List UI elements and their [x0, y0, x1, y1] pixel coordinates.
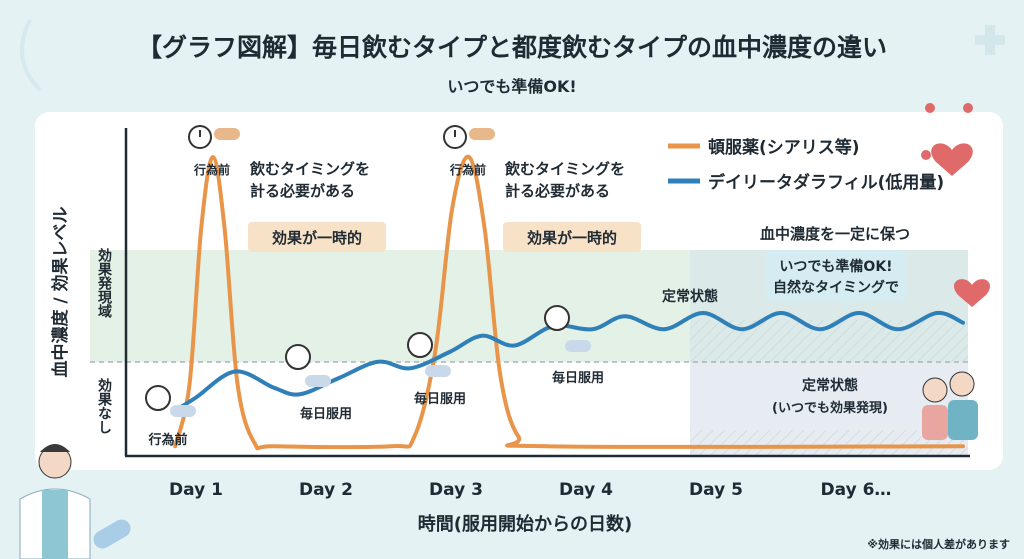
clock-pill-icon [544, 305, 591, 352]
couple-illustration [922, 371, 978, 440]
label-before-act-1: 行為前 [193, 162, 230, 177]
doctor-illustration [19, 444, 131, 559]
callout-timing-1b: 計る必要がある [250, 182, 355, 200]
label-before-act-2: 行為前 [449, 162, 486, 177]
callout-timing-2a: 飲むタイミングを [504, 160, 625, 178]
x-tick-label: Day 1 [169, 480, 223, 500]
legend-label-ondemand: 頓服薬(シアリス等) [708, 137, 860, 158]
x-tick-label: Day 6… [821, 480, 892, 500]
clock-pill-icon [407, 332, 451, 377]
callout-timing-2b: 計る必要がある [505, 182, 610, 200]
callout-timing-1a: 飲むタイミングを [249, 160, 370, 178]
callout-temporary-1: 効果が一時的 [272, 229, 362, 247]
x-tick-label: Day 5 [689, 480, 743, 500]
annotations: 行為前 飲むタイミングを 計る必要がある 効果が一時的 行為前 飲むタイミングを… [19, 103, 991, 559]
callout-temporary-2: 効果が一時的 [527, 229, 617, 247]
temporary-box-1 [248, 222, 386, 252]
clock-pill-icon [443, 125, 495, 149]
label-keep-constant: 血中濃度を一定に保つ [760, 225, 910, 243]
band-label-no-effect: 効果なし [96, 377, 113, 434]
speech-bubble [766, 250, 906, 310]
clock-pill-icon [188, 125, 240, 149]
steady-hatch-lower [690, 430, 968, 455]
legend: 頓服薬(シアリス等) デイリータダラフィル(低用量) [668, 137, 944, 193]
series-line-ondemand [173, 154, 965, 451]
page-subtitle: いつでも準備OK! [447, 77, 576, 96]
bubble-line-2: 自然なタイミングで [773, 279, 899, 296]
page-title: 【グラフ図解】毎日飲むタイプと都度飲むタイプの血中濃度の違い [137, 33, 887, 62]
x-axis-label: 時間(服用開始からの日数) [418, 513, 632, 535]
footnote: ※効果には個人差があります [867, 537, 1010, 551]
x-tick-label: Day 3 [429, 480, 483, 500]
label-before-act-3: 行為前 [147, 432, 187, 448]
x-tick-label: Day 4 [559, 480, 613, 500]
y-axis-label: 血中濃度 / 効果レベル [50, 206, 71, 377]
hearts-icon [921, 103, 991, 307]
label-daily-1: 毎日服用 [300, 406, 352, 422]
band-label-effect: 効果発現域 [96, 247, 113, 319]
label-steady-lower-2: (いつでも効果発現) [772, 400, 888, 416]
label-steady-upper: 定常状態 [662, 288, 718, 305]
label-daily-3: 毎日服用 [552, 370, 604, 386]
label-daily-2: 毎日服用 [414, 391, 466, 407]
background-decor [20, 19, 1005, 92]
clock-pill-icon [145, 385, 196, 417]
label-steady-lower-1: 定常状態 [802, 377, 858, 394]
bubble-line-1: いつでも準備OK! [779, 258, 892, 275]
x-tick-label: Day 2 [299, 480, 353, 500]
temporary-box-2 [503, 222, 641, 252]
clock-pill-icon [285, 344, 331, 387]
legend-label-daily: デイリータダラフィル(低用量) [708, 172, 944, 193]
